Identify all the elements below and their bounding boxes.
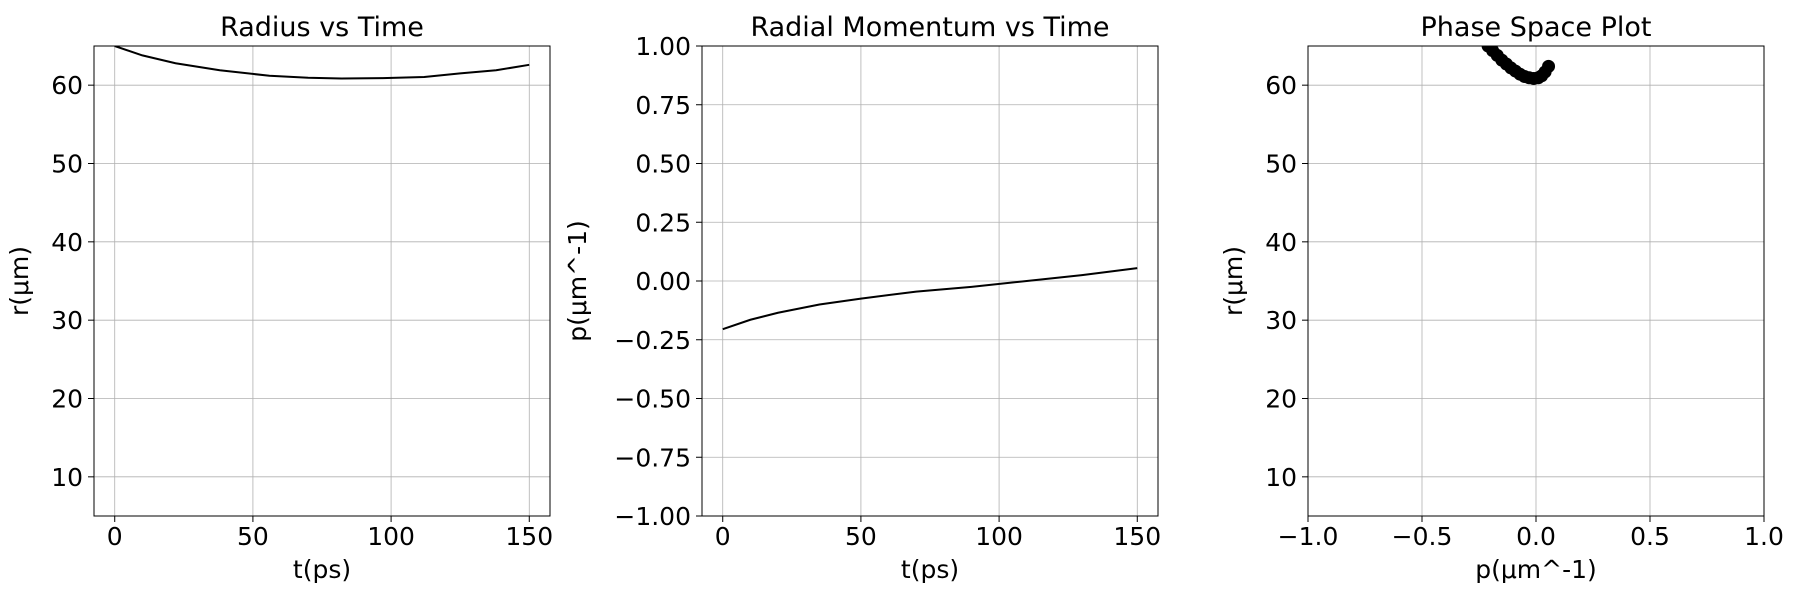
chart-title: Radius vs Time [220,12,424,43]
y-tick-label: 10 [1265,463,1297,492]
y-tick-label: 20 [1265,385,1297,414]
y-tick-label: 20 [51,385,83,414]
y-tick-label: 1.00 [635,32,691,61]
y-tick-label: −0.25 [614,326,691,355]
x-tick-label: 50 [845,522,877,551]
y-tick-label: −1.00 [614,502,691,531]
y-tick-label: 0.00 [635,267,691,296]
chart-panel-1: 0 50 100 150 10 20 30 40 50 60 Radius vs Time t(ps)… [5,12,553,584]
chart-title: Phase Space Plot [1421,12,1652,43]
y-axis-label: r(μm) [1219,246,1248,316]
x-tick-label: 0 [715,522,731,551]
y-tick-label: 0.50 [635,150,691,179]
x-tick-label: −0.5 [1392,522,1453,551]
x-tick-label: 100 [975,522,1023,551]
chart-panel-3: −1.0 −0.5 0.0 0.5 1.0 10 20 30 40 50 60 Phase Space… [1219,12,1784,584]
chart-title: Radial Momentum vs Time [750,12,1109,43]
series-line [722,267,1138,331]
x-tick-label: 150 [505,522,553,551]
x-tick-label: 50 [237,522,269,551]
x-tick-label: −1.0 [1278,522,1339,551]
y-tick-label: 0.25 [635,208,691,237]
scatter-point [1542,59,1556,73]
x-axis-label: t(ps) [901,555,959,584]
chart-panel-2: 0 50 100 150 −1.00 −0.75 −0.50 −0.25 0.00 0.25 0.5… [563,12,1161,584]
x-tick-label: 0 [107,522,123,551]
y-tick-label: −0.50 [614,385,691,414]
x-axis-label: t(ps) [293,555,351,584]
x-axis-label: p(μm^-1) [1475,555,1597,584]
y-tick-label: 50 [1265,150,1297,179]
y-tick-label: 50 [51,150,83,179]
y-tick-label: 40 [1265,228,1297,257]
y-tick-label: 40 [51,228,83,257]
x-tick-label: 150 [1113,522,1161,551]
y-tick-label: 60 [1265,71,1297,100]
y-tick-label: 30 [51,306,83,335]
plot-frame [93,45,551,517]
y-tick-label: 0.75 [635,91,691,120]
y-axis-label: r(μm) [5,246,34,316]
x-tick-label: 1.0 [1744,522,1784,551]
x-tick-label: 0.0 [1516,522,1556,551]
y-tick-label: 30 [1265,306,1297,335]
series-line [114,46,530,80]
y-axis-label: p(μm^-1) [563,220,592,342]
y-tick-label: 10 [51,463,83,492]
x-tick-label: 0.5 [1630,522,1670,551]
y-tick-label: 60 [51,71,83,100]
x-tick-label: 100 [367,522,415,551]
y-tick-label: −0.75 [614,443,691,472]
